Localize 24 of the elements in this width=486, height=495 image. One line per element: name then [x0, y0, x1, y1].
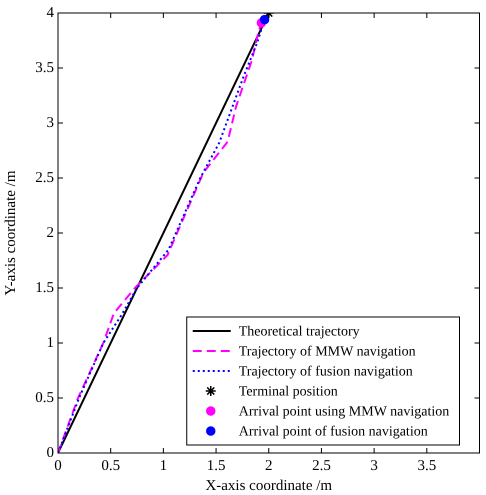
y-tick-label: 2.5	[35, 170, 54, 186]
y-tick-label: 4	[46, 4, 54, 21]
x-tick-label: 1.5	[206, 458, 226, 474]
y-axis-title: Y-axis coordinate /m	[2, 170, 19, 296]
legend-label: Trajectory of fusion navigation	[238, 364, 413, 380]
x-tick-label: 2	[265, 458, 272, 474]
y-tick-label: 3	[46, 114, 54, 131]
x-tick-label: 3.5	[417, 458, 436, 474]
x-tick-label: 0.5	[101, 458, 120, 474]
y-tick-label: 0.5	[35, 390, 54, 406]
x-tick-label: 2.5	[312, 458, 331, 474]
legend-label: Trajectory of MMW navigation	[238, 344, 416, 360]
legend-label: Arrival point using MMW navigation	[238, 404, 450, 420]
x-tick-label: 1	[160, 458, 168, 474]
x-tick-label: 3	[370, 458, 378, 474]
y-tick-label: 1	[46, 334, 54, 351]
y-tick-label: 0	[46, 444, 54, 461]
legend-label: Theoretical trajectory	[238, 324, 360, 340]
legend-label: Arrival point of fusion navigation	[238, 424, 428, 440]
legend-label: Terminal position	[238, 384, 338, 400]
y-tick-label: 2	[46, 224, 54, 241]
x-axis-title: X-axis coordinate /m	[205, 478, 332, 494]
y-tick-label: 1.5	[35, 280, 54, 296]
y-tick-label: 3.5	[35, 60, 54, 76]
